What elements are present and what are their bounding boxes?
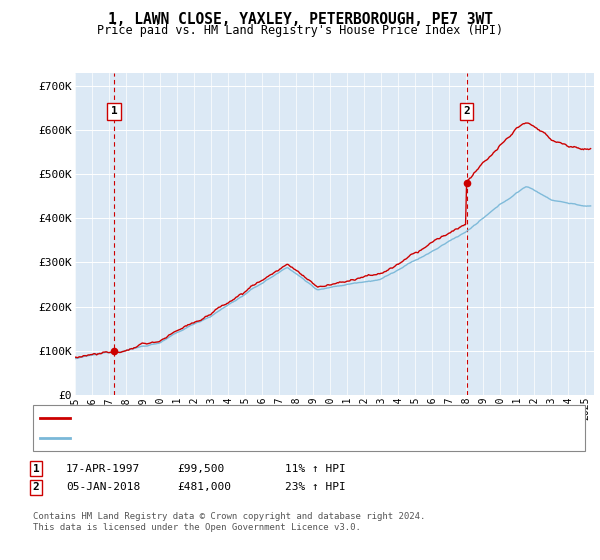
Text: Price paid vs. HM Land Registry's House Price Index (HPI): Price paid vs. HM Land Registry's House … xyxy=(97,24,503,37)
Text: 1: 1 xyxy=(110,106,118,116)
Text: 1: 1 xyxy=(32,464,40,474)
Text: 23% ↑ HPI: 23% ↑ HPI xyxy=(285,482,346,492)
Text: 1, LAWN CLOSE, YAXLEY, PETERBOROUGH, PE7 3WT: 1, LAWN CLOSE, YAXLEY, PETERBOROUGH, PE7… xyxy=(107,12,493,27)
Text: 05-JAN-2018: 05-JAN-2018 xyxy=(66,482,140,492)
Text: £481,000: £481,000 xyxy=(177,482,231,492)
Text: 2: 2 xyxy=(463,106,470,116)
Text: HPI: Average price, detached house, Huntingdonshire: HPI: Average price, detached house, Hunt… xyxy=(76,433,395,443)
Text: 17-APR-1997: 17-APR-1997 xyxy=(66,464,140,474)
Text: 11% ↑ HPI: 11% ↑ HPI xyxy=(285,464,346,474)
Text: Contains HM Land Registry data © Crown copyright and database right 2024.
This d: Contains HM Land Registry data © Crown c… xyxy=(33,512,425,532)
Text: £99,500: £99,500 xyxy=(177,464,224,474)
Text: 1, LAWN CLOSE, YAXLEY, PETERBOROUGH, PE7 3WT (detached house): 1, LAWN CLOSE, YAXLEY, PETERBOROUGH, PE7… xyxy=(76,413,457,423)
Text: 2: 2 xyxy=(32,482,40,492)
